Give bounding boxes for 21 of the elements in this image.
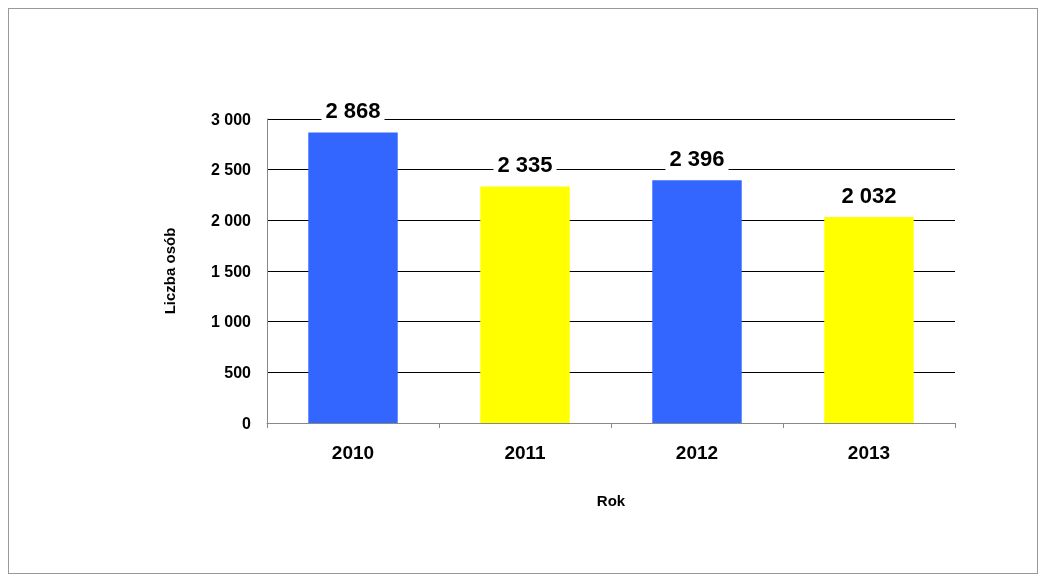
data-label: 2 335: [497, 151, 553, 177]
data-label: 2 032: [841, 182, 897, 208]
y-axis-title: Liczba osób: [161, 227, 178, 315]
y-tick-label: 1 000: [210, 313, 252, 331]
bar: [308, 132, 398, 423]
bar: [824, 217, 914, 423]
x-axis-title: Rok: [596, 492, 626, 509]
data-label: 2 396: [669, 145, 725, 171]
y-tick-label: 500: [224, 363, 252, 381]
y-tick-label: 0: [242, 414, 252, 432]
bar: [480, 186, 570, 423]
y-tick-label: 3 000: [210, 110, 252, 128]
x-tick-label: 2012: [675, 442, 719, 463]
y-tick-label: 2 000: [210, 211, 252, 229]
x-tick-label: 2011: [504, 442, 547, 463]
y-tick-label: 2 500: [210, 161, 252, 179]
x-tick-label: 2010: [331, 442, 375, 463]
bar: [652, 180, 742, 423]
x-tick-label: 2013: [847, 442, 891, 463]
y-tick-label: 1 500: [210, 262, 252, 280]
data-label: 2 868: [325, 97, 381, 123]
